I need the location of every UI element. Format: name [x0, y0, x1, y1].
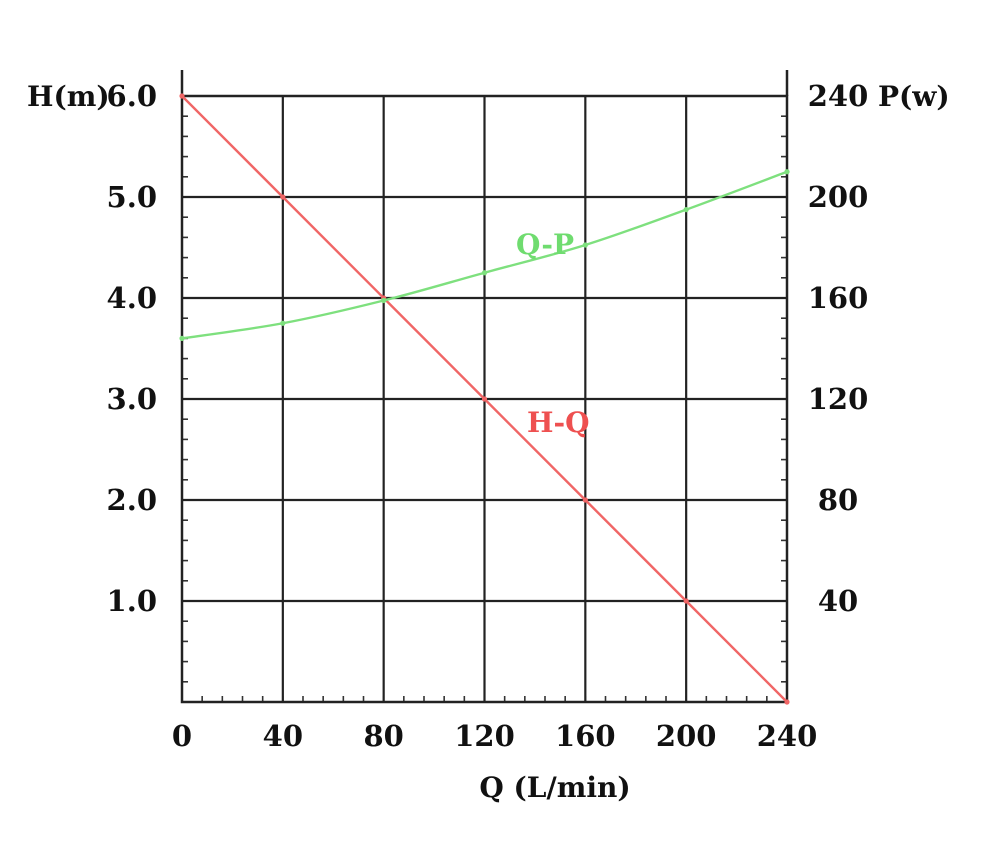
- x-tick-label: 80: [363, 719, 403, 753]
- y-right-tick-label: 120: [808, 382, 869, 416]
- series-point-q-p: [179, 335, 185, 341]
- x-tick-label: 0: [172, 719, 192, 753]
- x-tick-label: 160: [555, 719, 616, 753]
- series-point-q-p: [683, 207, 689, 213]
- y-right-tick-label: 240: [808, 79, 869, 113]
- y-left-tick-label: 1.0: [107, 584, 157, 618]
- y-left-axis-title: H(m): [27, 80, 110, 113]
- series-point-q-p: [280, 320, 286, 326]
- y-left-tick-label: 5.0: [107, 180, 157, 214]
- y-left-tick-label: 2.0: [107, 483, 157, 517]
- series-point-q-p: [582, 242, 588, 248]
- series-point-h-q: [280, 194, 286, 200]
- x-tick-label: 40: [263, 719, 303, 753]
- y-right-tick-label: 200: [808, 180, 869, 214]
- y-right-axis-title: P(w): [878, 80, 950, 113]
- y-right-tick-label: 40: [818, 584, 858, 618]
- x-tick-label: 240: [757, 719, 818, 753]
- series-label-q-p: Q-P: [516, 228, 574, 261]
- series-point-h-q: [179, 93, 185, 99]
- y-left-tick-label: 6.0: [107, 79, 157, 113]
- grid: [180, 70, 789, 702]
- series-point-q-p: [381, 297, 387, 304]
- y-right-tick-label: 160: [808, 281, 869, 315]
- series-point-q-p: [784, 169, 790, 175]
- x-tick-label: 200: [656, 719, 717, 753]
- series-point-h-q: [582, 497, 588, 503]
- series-point-h-q: [784, 699, 790, 705]
- series-point-h-q: [683, 598, 689, 604]
- tick-labels: 0 40 80 120 160 200 240 1.0 2.0 3.0 4.0 5.0 6.0 40 80 1…: [107, 79, 869, 753]
- plot-frame: [180, 94, 789, 704]
- y-left-tick-label: 4.0: [107, 281, 157, 315]
- y-left-tick-label: 3.0: [107, 382, 157, 416]
- series-label-h-q: H-Q: [527, 406, 589, 439]
- y-right-tick-label: 80: [818, 483, 858, 517]
- series-layer: [179, 93, 790, 705]
- series-point-q-p: [481, 270, 488, 276]
- x-axis-title: Q (L/min): [479, 771, 630, 804]
- x-tick-label: 120: [454, 719, 515, 753]
- series-point-h-q: [481, 396, 488, 402]
